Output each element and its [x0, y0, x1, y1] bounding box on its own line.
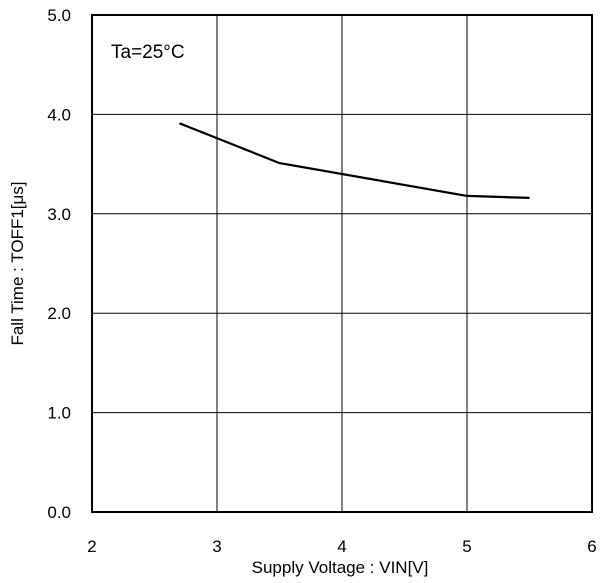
x-tick-label: 6	[587, 537, 596, 556]
grid-lines	[92, 15, 592, 512]
y-tick-label: 1.0	[47, 404, 71, 423]
y-tick-label: 4.0	[47, 105, 71, 124]
series-line	[180, 123, 530, 198]
y-tick-label: 2.0	[47, 304, 71, 323]
y-tick-label: 3.0	[47, 205, 71, 224]
y-tick-label: 0.0	[47, 503, 71, 522]
series-layer	[179, 123, 529, 198]
y-axis-label: Fall Time : TOFF1[μs]	[8, 181, 27, 345]
x-tick-label: 4	[337, 537, 346, 556]
x-tick-label: 3	[212, 537, 221, 556]
x-tick-labels: 2 3 4 5 6	[87, 537, 596, 556]
y-tick-labels: 0.0 1.0 2.0 3.0 4.0 5.0	[47, 6, 71, 522]
x-tick-label: 2	[87, 537, 96, 556]
x-axis-label: Supply Voltage : VIN[V]	[252, 558, 429, 577]
temperature-annotation: Ta=25°C	[111, 42, 185, 63]
y-tick-label: 5.0	[47, 6, 71, 25]
x-tick-label: 5	[462, 537, 471, 556]
